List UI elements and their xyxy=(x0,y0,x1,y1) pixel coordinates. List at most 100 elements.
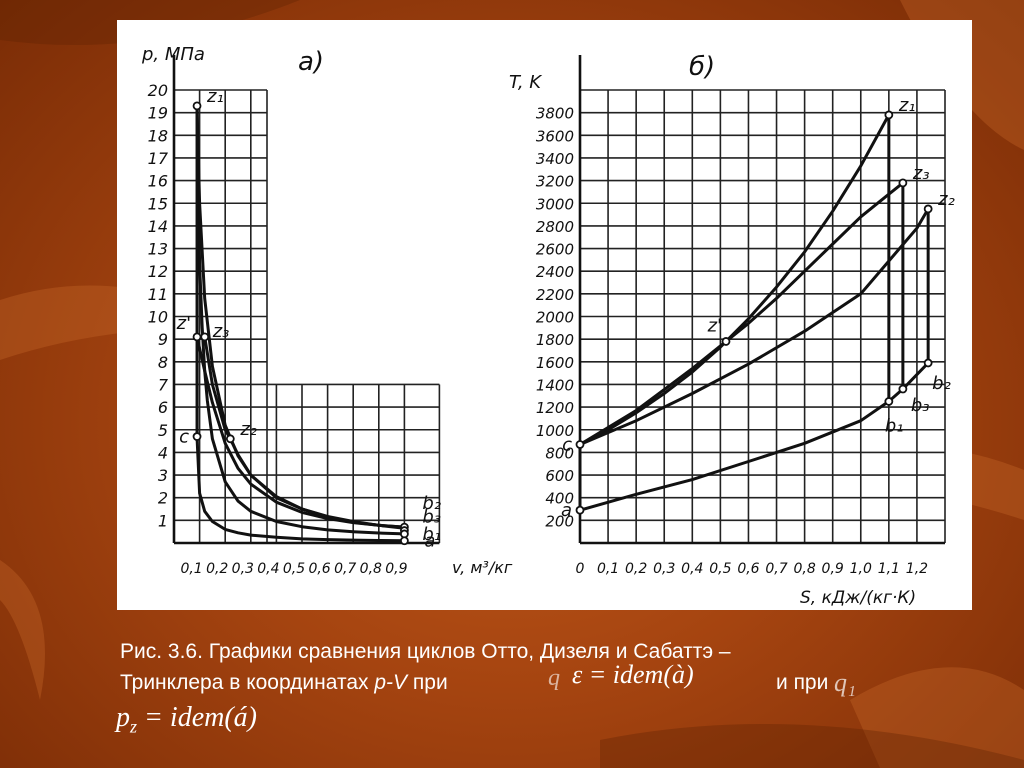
chart1-series-5 xyxy=(195,105,405,530)
chart1-series-1 xyxy=(195,436,405,543)
chart1-y-tick-label: 12 xyxy=(148,262,168,281)
chart1-point-label-z2: z₂ xyxy=(239,419,257,440)
chart2-point-z' xyxy=(721,337,731,346)
chart2-y-tick-label: 1400 xyxy=(536,376,574,394)
chart2-x-tick-label: 0,1 xyxy=(597,561,619,577)
chart1-y-tick-label: 11 xyxy=(148,285,168,304)
chart2-xlabel: S, кДж/(кг·К) xyxy=(800,588,916,608)
chart1-y-tick-label: 18 xyxy=(148,126,168,145)
chart2-y-tick-label: 400 xyxy=(545,490,574,508)
chart1-y-tick-label: 20 xyxy=(148,81,168,100)
chart2-series-2 xyxy=(579,114,891,446)
chart1-y-tick-label: 10 xyxy=(148,308,168,327)
chart1-point-label-z': z' xyxy=(176,313,191,334)
chart1-x-tick-label: 0,7 xyxy=(334,561,356,577)
chart1-y-tick-label: 19 xyxy=(148,104,168,123)
chart1-point-label-b2: b₂ xyxy=(422,493,441,514)
chart1-x-tick-label: 0,6 xyxy=(308,561,330,577)
caption-line-2: Тринклера в координатах p-V при и при xyxy=(120,667,980,698)
formula-epsilon-idem: ε = idem(à) xyxy=(572,660,694,689)
chart2-y-tick-label: 2000 xyxy=(536,309,574,327)
chart2-x-tick-label: 0,9 xyxy=(822,561,844,577)
chart1-point-a xyxy=(399,536,409,546)
formula-pz-idem: pz = idem(á) xyxy=(116,702,257,738)
chart1-y-tick-label: 2 xyxy=(158,489,168,508)
chart2-x-tick-label: 0,2 xyxy=(625,561,647,577)
chart1-y-tick-label: 9 xyxy=(158,330,168,349)
chart1-y-tick-label: 7 xyxy=(158,375,169,394)
chart1-y-tick-label: 13 xyxy=(148,240,168,259)
chart1-point-label-z3: z₃ xyxy=(212,321,230,342)
chart2-point-b1 xyxy=(884,397,894,406)
chart2-x-tick-label: 0,7 xyxy=(765,561,787,577)
caption-line-2-start: Тринклера в координатах xyxy=(120,671,375,694)
caption-line-1: Рис. 3.6. Графики сравнения циклов Отто,… xyxy=(120,640,731,663)
chart2-y-tick-label: 2200 xyxy=(536,286,574,304)
chart1-panel-label: а) xyxy=(298,47,324,77)
chart2-series-3 xyxy=(579,181,904,446)
chart1-point-z3 xyxy=(200,332,210,342)
chart2-y-tick-label: 200 xyxy=(545,512,574,530)
chart2-x-tick-label: 0 xyxy=(576,561,585,577)
chart2-point-label-b1: b₁ xyxy=(885,415,904,436)
chart2-point-label-z1: z₁ xyxy=(898,95,916,116)
chart1-y-tick-label: 5 xyxy=(158,421,168,440)
chart2-point-label-z2: z₂ xyxy=(937,189,955,210)
chart1-y-tick-label: 3 xyxy=(158,466,168,485)
chart1-x-tick-label: 0,5 xyxy=(283,561,305,577)
chart2-x-tick-label: 1,0 xyxy=(850,561,872,577)
chart1-point-label-b3: b₃ xyxy=(422,507,441,528)
formula-pz-p: p xyxy=(116,702,130,733)
chart1-x-tick-label: 0,9 xyxy=(385,561,407,577)
chart2-y-tick-label: 1200 xyxy=(536,399,574,417)
caption-pv: p-V xyxy=(374,671,408,694)
chart2-point-b3 xyxy=(898,384,908,394)
chart1-point-z1 xyxy=(192,101,202,111)
chart2-series-4 xyxy=(579,208,930,446)
formula-pz-rest: = idem(á) xyxy=(137,702,257,733)
chart2-y-tick-label: 2600 xyxy=(536,241,574,259)
chart2-y-tick-label: 2800 xyxy=(536,218,574,236)
chart1-y-tick-label: 1 xyxy=(158,511,168,530)
chart1-series-2 xyxy=(195,105,405,536)
chart1-y-tick-label: 6 xyxy=(158,398,168,417)
formula-q-prefix: q xyxy=(548,665,560,691)
chart2-point-label-b2: b₂ xyxy=(932,373,951,394)
chart2-x-tick-label: 0,3 xyxy=(653,561,675,577)
chart1-point-z' xyxy=(192,332,202,342)
chart2-point-z1 xyxy=(884,110,894,120)
chart2-y-tick-label: 3800 xyxy=(536,105,574,123)
chart2-x-tick-label: 0,4 xyxy=(681,561,703,577)
chart1-x-tick-label: 0,3 xyxy=(232,561,254,577)
chart2-y-tick-label: 3000 xyxy=(536,195,574,213)
chart2-y-tick-label: 3600 xyxy=(536,127,574,145)
caption-line-2-pri: при xyxy=(407,671,448,694)
chart1-point-z2 xyxy=(225,434,235,444)
chart1-xlabel: v, м³/кг xyxy=(452,558,513,577)
chart1-point-c xyxy=(192,432,202,441)
chart1-y-tick-label: 14 xyxy=(148,217,168,236)
chart1-y-tick-label: 4 xyxy=(158,443,168,462)
chart2-x-tick-label: 0,6 xyxy=(737,561,759,577)
chart2-x-tick-label: 0,8 xyxy=(793,561,815,577)
chart2-point-label-b3: b₃ xyxy=(911,395,930,416)
figure-panel: 1 2 3 4 5 6 7 8 9 10 11 12 13 14 15 16 17 18 19 20 0,1 0,2 0,3… xyxy=(117,20,972,610)
chart1-ylabel: p, МПа xyxy=(141,44,205,65)
chart2-point-label-z3: z₃ xyxy=(912,163,930,184)
chart1-y-tick-label: 16 xyxy=(148,172,168,191)
chart1-y-tick-label: 8 xyxy=(158,353,168,372)
formula-q1: q₁ xyxy=(834,668,857,697)
chart2-y-tick-label: 3200 xyxy=(536,173,574,191)
chart1-point-label-c: c xyxy=(179,427,189,448)
chart2-y-tick-label: 3400 xyxy=(536,150,574,168)
chart2-point-z3 xyxy=(898,178,908,188)
chart1-point-label-b1: b₁ xyxy=(422,524,441,545)
chart1-point-label-z1: z₁ xyxy=(206,86,224,107)
figure-caption: Рис. 3.6. Графики сравнения циклов Отто,… xyxy=(120,636,980,698)
chart1-x-tick-label: 0,4 xyxy=(257,561,279,577)
chart1-y-tick-label: 17 xyxy=(148,149,169,168)
chart1-point-label-a: a xyxy=(424,531,435,552)
chart2-y-tick-label: 1800 xyxy=(536,331,574,349)
chart2-x-tick-label: 0,5 xyxy=(709,561,731,577)
